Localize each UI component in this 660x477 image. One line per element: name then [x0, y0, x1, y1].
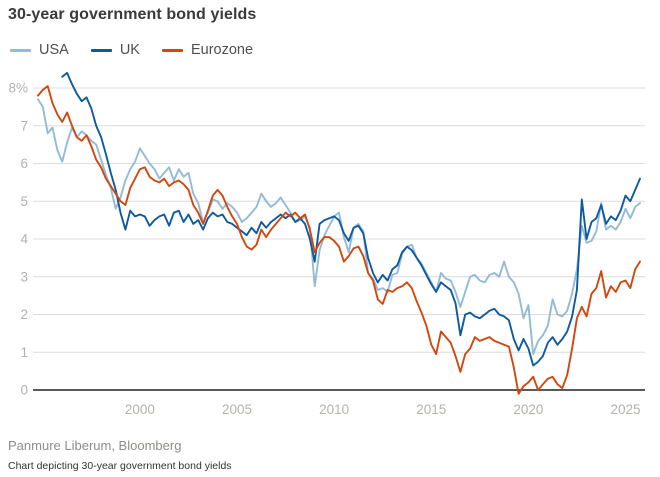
- series-lines: [37, 71, 641, 395]
- svg-text:4: 4: [20, 232, 28, 247]
- legend-item-eurozone: Eurozone: [161, 42, 254, 58]
- svg-text:0: 0: [20, 383, 28, 398]
- y-axis-labels: 0 1 2 3 4 5 6 7 8%: [8, 81, 28, 398]
- legend-swatch-eurozone: [161, 48, 183, 52]
- legend-swatch-usa: [10, 48, 31, 52]
- svg-text:2020: 2020: [513, 402, 543, 417]
- source-attribution: Panmure Liberum, Bloomberg: [8, 438, 182, 453]
- svg-text:2005: 2005: [222, 402, 252, 417]
- legend-item-uk: UK: [90, 42, 140, 58]
- chart-legend: USA UK Eurozone: [10, 42, 253, 58]
- legend-label: USA: [39, 42, 69, 58]
- chart-caption: Chart depicting 30-year government bond …: [8, 460, 232, 472]
- series-line-usa: [37, 98, 641, 356]
- legend-swatch-uk: [90, 48, 112, 52]
- svg-text:8%: 8%: [8, 81, 28, 96]
- svg-text:6: 6: [20, 156, 28, 171]
- legend-label: UK: [119, 42, 140, 58]
- gridlines: [33, 87, 645, 391]
- svg-text:2010: 2010: [319, 402, 349, 417]
- svg-text:2000: 2000: [125, 402, 155, 417]
- svg-text:2025: 2025: [610, 402, 640, 417]
- series-line-eurozone: [37, 85, 641, 395]
- svg-text:1: 1: [20, 345, 28, 360]
- chart-title: 30-year government bond yields: [8, 6, 257, 23]
- svg-text:5: 5: [20, 194, 28, 209]
- svg-text:2015: 2015: [416, 402, 446, 417]
- series-line-uk: [61, 71, 641, 367]
- svg-text:2: 2: [20, 307, 28, 322]
- svg-text:3: 3: [20, 269, 28, 284]
- legend-item-usa: USA: [10, 42, 69, 58]
- x-axis-labels: 2000 2005 2010 2015 2020 2025: [125, 402, 641, 417]
- svg-text:7: 7: [20, 118, 28, 133]
- legend-label: Eurozone: [190, 42, 254, 58]
